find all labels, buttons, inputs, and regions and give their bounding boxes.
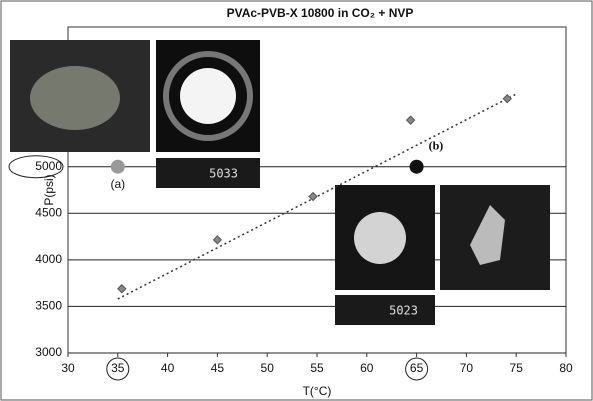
x-tick-label: 55 <box>310 361 324 375</box>
lcd-display <box>335 295 435 325</box>
lcd-reading: 5023 <box>389 304 418 318</box>
marker-label: (b) <box>429 138 444 152</box>
chart: PVAc-PVB-X 10800 in CO₂ + NVP 5033 5023 … <box>0 0 593 401</box>
photo-detail <box>354 212 406 264</box>
y-tick-label: 3000 <box>35 345 62 359</box>
x-tick-label: 75 <box>510 361 524 375</box>
lcd-reading: 5033 <box>209 167 238 181</box>
lcd-display <box>156 158 260 188</box>
x-tick-label: 80 <box>559 361 573 375</box>
y-tick-label: 4500 <box>35 205 62 219</box>
x-tick-label: 35 <box>111 361 125 375</box>
x-tick-label: 70 <box>460 361 474 375</box>
x-tick-label: 40 <box>161 361 175 375</box>
x-axis-label: T(°C) <box>303 384 332 398</box>
x-tick-label: 65 <box>410 361 424 375</box>
x-tick-label: 50 <box>261 361 275 375</box>
x-tick-label: 60 <box>360 361 374 375</box>
marker <box>111 160 125 174</box>
y-tick-label: 4000 <box>35 252 62 266</box>
y-tick-label: 3500 <box>35 299 62 313</box>
y-axis-label: P(psi) <box>42 174 56 205</box>
photo-detail <box>30 66 120 130</box>
marker <box>410 160 424 174</box>
x-tick-label: 45 <box>211 361 225 375</box>
chart-title: PVAc-PVB-X 10800 in CO₂ + NVP <box>227 6 414 20</box>
x-tick-label: 30 <box>61 361 75 375</box>
marker-label: (a) <box>110 177 125 191</box>
photo-detail <box>180 68 236 124</box>
